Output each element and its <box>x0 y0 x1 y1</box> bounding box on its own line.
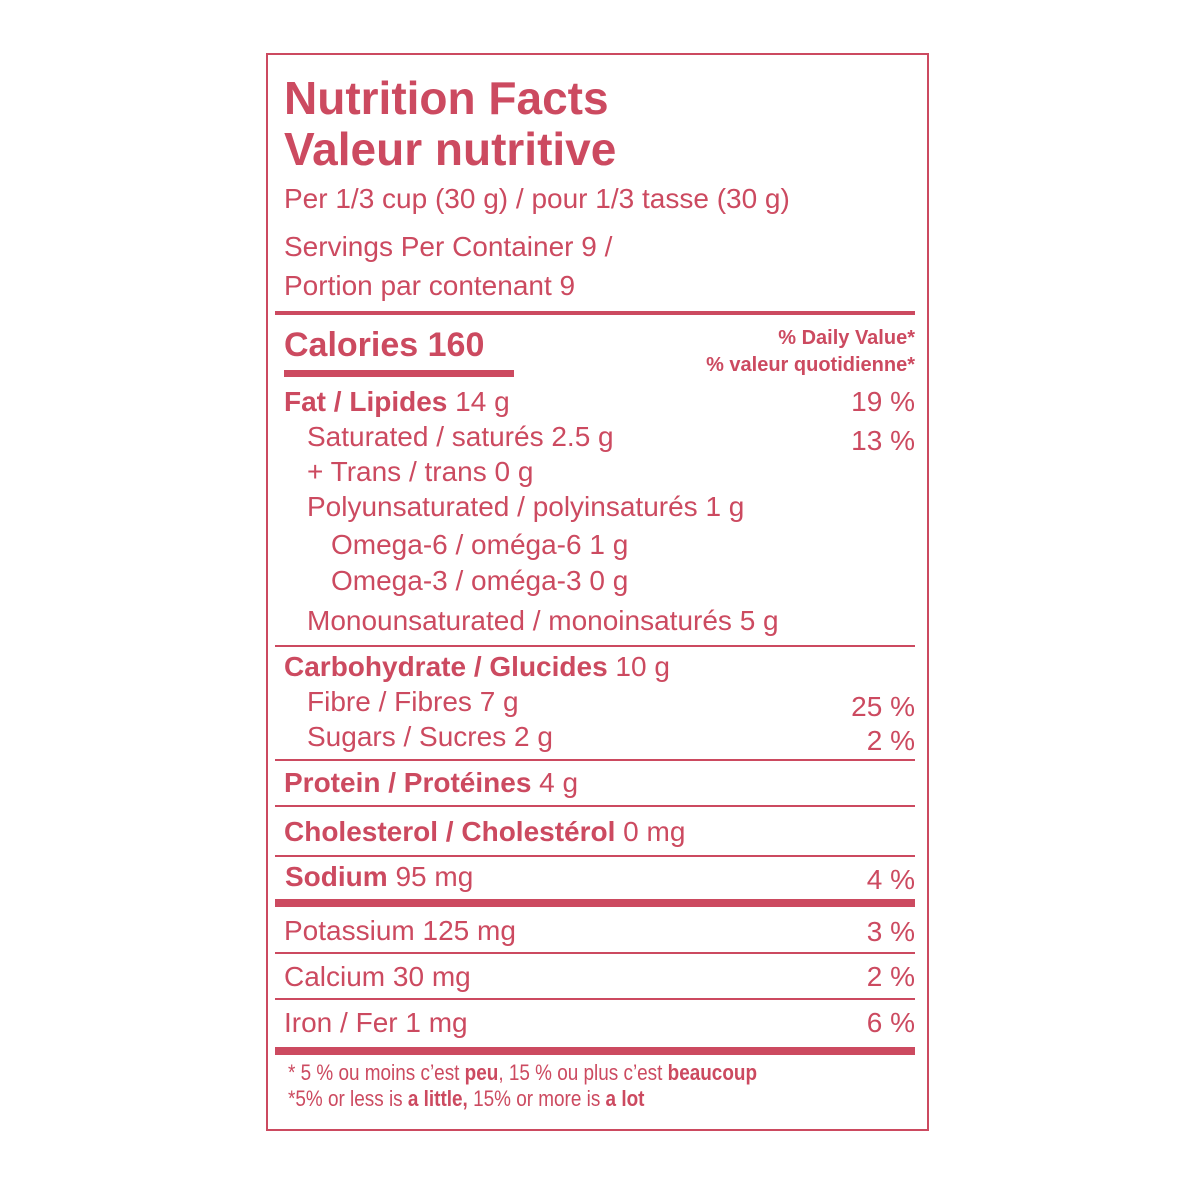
nutrient-sodium: Sodium 95 mg <box>285 861 474 892</box>
divider <box>275 855 915 857</box>
nutrient-iron: Iron / Fer 1 mg <box>284 1007 468 1038</box>
calories-underline <box>284 370 514 377</box>
nutrient-polyunsaturated: Polyunsaturated / polyinsaturés 1 g <box>307 491 745 522</box>
dv-fibre: 25 % <box>851 691 915 722</box>
footnote-en: *5% or less is a little, 15% or more is … <box>288 1086 645 1111</box>
nutrient-cholesterol: Cholesterol / Cholestérol 0 mg <box>284 816 686 847</box>
divider <box>275 952 915 954</box>
nutrient-saturated: Saturated / saturés 2.5 g <box>307 421 614 452</box>
nutrient-calcium: Calcium 30 mg <box>284 961 471 992</box>
dv-saturated: 13 % <box>851 425 915 456</box>
thick-divider <box>275 899 915 907</box>
nutrient-carbohydrate: Carbohydrate / Glucides 10 g <box>284 651 670 682</box>
nutrient-protein: Protein / Protéines 4 g <box>284 767 579 798</box>
nutrient-fibre: Fibre / Fibres 7 g <box>307 686 519 717</box>
title-fr: Valeur nutritive <box>284 123 617 175</box>
servings-per-container-fr: Portion par contenant 9 <box>284 270 576 301</box>
dv-iron: 6 % <box>866 1007 915 1038</box>
nutrient-trans: + Trans / trans 0 g <box>307 456 534 487</box>
footnote-fr: * 5 % ou moins c’est peu, 15 % ou plus c… <box>288 1060 758 1085</box>
divider <box>275 645 915 647</box>
nutrient-potassium: Potassium 125 mg <box>284 915 516 946</box>
dv-sugars: 2 % <box>866 725 915 756</box>
thick-divider <box>275 1047 915 1055</box>
dv-sodium: 4 % <box>866 864 915 895</box>
divider <box>275 805 915 807</box>
dv-potassium: 3 % <box>866 916 915 947</box>
serving-size: Per 1/3 cup (30 g) / pour 1/3 tasse (30 … <box>284 183 790 214</box>
nutrient-sugars: Sugars / Sucres 2 g <box>307 721 553 752</box>
nutrient-omega3: Omega-3 / oméga-3 0 g <box>331 565 629 596</box>
dv-fat: 19 % <box>851 386 915 417</box>
daily-value-header-fr: % valeur quotidienne* <box>706 354 915 376</box>
daily-value-header-en: % Daily Value* <box>778 327 915 349</box>
divider <box>275 759 915 761</box>
calories: Calories 160 <box>284 326 485 364</box>
nutrition-facts-label <box>266 53 929 1131</box>
dv-calcium: 2 % <box>866 961 915 992</box>
divider <box>275 998 915 1000</box>
nutrient-fat: Fat / Lipides 14 g <box>284 386 510 417</box>
title-en: Nutrition Facts <box>284 72 609 124</box>
divider <box>275 311 915 315</box>
servings-per-container-en: Servings Per Container 9 / <box>284 231 613 262</box>
nutrient-omega6: Omega-6 / oméga-6 1 g <box>331 529 629 560</box>
nutrient-monounsaturated: Monounsaturated / monoinsaturés 5 g <box>307 605 779 636</box>
